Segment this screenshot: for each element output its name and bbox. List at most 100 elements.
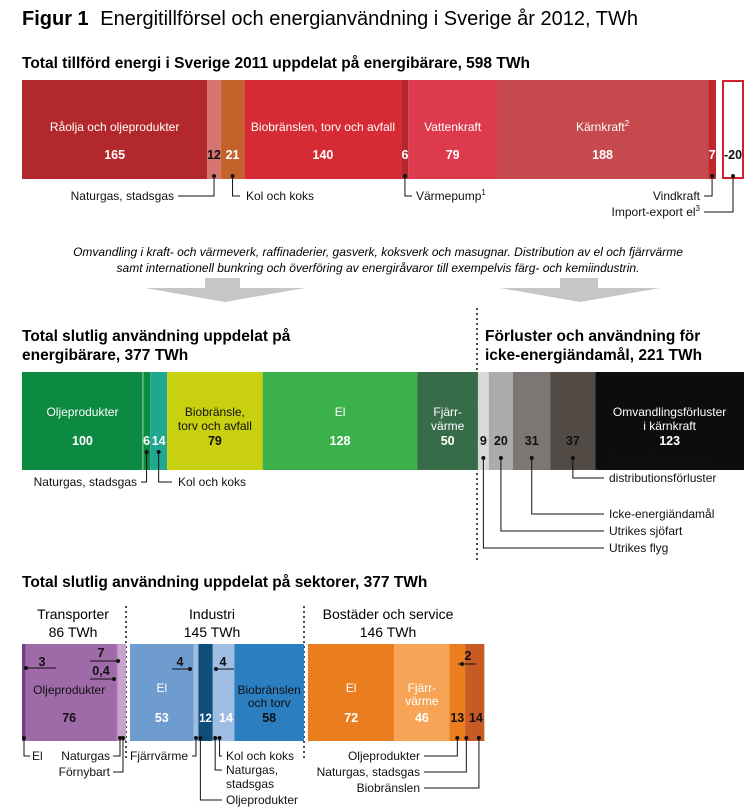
callout-label-loss-omvandlings-och-distributionsforluster: Omvandlings- och — [609, 453, 706, 467]
final-use-title-line-2: energibärare, 377 TWh — [22, 347, 188, 364]
supply-segment-label-biobranslen-torv-och-avfall: Biobränslen, torv och avfall — [251, 120, 395, 134]
callout-label-final-naturgas-stadsgas: Naturgas, stadsgas — [34, 475, 137, 489]
final-segment-naturgas-stadsgas — [142, 372, 151, 470]
supply-value-karnkraft: 188 — [592, 148, 613, 162]
sector-value-transport-fornybart: 7 — [98, 646, 105, 660]
down-arrow-right — [500, 278, 660, 302]
sector-label-industri-biobranslen: Biobränslen — [237, 683, 300, 697]
supply-value-raolja-och-oljeprodukter: 165 — [104, 148, 125, 162]
loss-value-utrikes-sjofart: 20 — [494, 434, 508, 448]
final-label-fjarr-varme: värme — [431, 419, 465, 433]
callout-line — [704, 176, 713, 197]
supply-segment-kol-och-koks — [220, 80, 245, 179]
sector-segment-transporter-fornybart — [117, 644, 126, 741]
supply-value-vindkraft: 7 — [709, 148, 716, 162]
loss-value-omvandlingsforluster-i-karnkraft: 123 — [659, 434, 680, 448]
sector-value-industri-fjarrvarme: 4 — [177, 655, 184, 669]
supply-value-biobranslen-torv-och-avfall: 140 — [313, 148, 334, 162]
supply-segment-label-raolja-och-oljeprodukter: Råolja och oljeprodukter — [50, 120, 179, 134]
callout-line — [158, 452, 172, 483]
supply-segment-raolja-och-oljeprodukter — [22, 80, 208, 179]
sector-transport-total: 86 TWh — [49, 624, 98, 640]
sector-label-industri-el: El — [156, 681, 167, 695]
callout-line — [500, 458, 604, 532]
callout-line — [141, 452, 148, 483]
sector-segment-bostader-och-service-el — [307, 644, 395, 741]
sector-value-bostader-naturgas: 2 — [465, 649, 472, 663]
sector-segment-industri-kol-och-koks — [217, 644, 235, 741]
callout-label-naturgas-stadsgas: Naturgas, stadsgas — [71, 189, 174, 203]
sector-transport-name: Transporter — [37, 606, 109, 622]
sector-segment-bostader-och-service-fjarr-varme — [394, 644, 450, 741]
supply-value-import-export-el: -20 — [724, 148, 742, 162]
final-segment-oljeprodukter — [22, 372, 143, 470]
sector-industry-total: 145 TWh — [184, 624, 241, 640]
supply-title: Total tillförd energi i Sverige 2011 upp… — [22, 55, 530, 72]
sector-segment-industri-biobranslen-och-torv — [234, 644, 304, 741]
supply-segment-import-export-el — [722, 80, 744, 179]
callout-line — [113, 738, 121, 757]
sector-label-bostader-fjarrvarme: värme — [405, 694, 439, 708]
callout-dot — [112, 677, 116, 681]
loss-segment-icke-energiandamal — [513, 372, 551, 470]
supply-value-kol-och-koks: 21 — [226, 148, 240, 162]
callout-label-industri-naturgas: stadsgas — [226, 777, 274, 791]
callout-line — [214, 738, 222, 771]
callout-label-loss-omvandlings-och-distributionsforluster: distributionsförluster — [609, 471, 716, 485]
sector-callouts: El Naturgas Förnybart Fjärrvärme Oljeprodukt… — [22, 659, 481, 807]
sector-housing-name: Bostäder och service — [323, 606, 454, 622]
callout-label-bostader-naturgas-stadsgas: Naturgas, stadsgas — [317, 765, 420, 779]
down-arrow-left — [145, 278, 305, 302]
final-label-oljeprodukter: Oljeprodukter — [46, 405, 118, 419]
loss-label-omvandlingsforluster-i-karnkraft: i kärnkraft — [643, 419, 696, 433]
callout-label-industri-naturgas: Naturgas, — [226, 763, 278, 777]
supply-bar: Råolja och oljeprodukter 165 12 21 Biobränsl… — [22, 80, 744, 179]
sector-segment-industri-fjarrvarme — [193, 644, 199, 741]
sector-segment-transporter-naturgas — [116, 644, 118, 741]
final-segment-kol-och-koks — [150, 372, 168, 470]
callout-label-bostader-biobranslen: Biobränslen — [357, 781, 420, 795]
loss-segment-utrikes-sjofart — [488, 372, 514, 470]
loss-label-omvandlingsforluster-i-karnkraft: Omvandlingsförluster — [613, 405, 726, 419]
loss-value-utrikes-flyg: 9 — [480, 434, 487, 448]
sector-value-industri-kol-och-koks: 14 — [219, 711, 233, 725]
sector-label-bostader-fjarrvarme: Fjärr- — [408, 681, 437, 695]
supply-callouts: Naturgas, stadsgas Kol och koks Värmepump1… — [71, 174, 735, 219]
sector-label-bostader-el: El — [346, 681, 357, 695]
callout-dot — [116, 659, 120, 663]
callout-label-import-export-el: Import-export el3 — [612, 204, 701, 219]
supply-segment-vattenkraft — [408, 80, 498, 179]
final-label-biobransle-torv-och-avfall: torv och avfall — [178, 419, 252, 433]
sector-segment-bostader-och-service-biobranslen — [467, 644, 485, 741]
supply-segment-karnkraft — [497, 80, 709, 179]
callout-line — [424, 738, 458, 757]
callout-line — [23, 738, 30, 757]
callout-dot — [24, 666, 28, 670]
callout-label-loss-utrikes-sjofart: Utrikes sjöfart — [609, 524, 683, 538]
callout-line — [404, 176, 412, 197]
final-value-oljeprodukter: 100 — [72, 434, 93, 448]
figure-label: Figur 1 — [22, 8, 89, 30]
loss-segment-omvandlings-och-distributionsforluster — [550, 372, 596, 470]
callout-label-loss-icke-energiandamal: Icke-energiändamål — [609, 507, 714, 521]
callout-label-transport-naturgas: Naturgas — [61, 749, 110, 763]
callout-label-kol-och-koks: Kol och koks — [246, 189, 314, 203]
supply-segment-label-karnkraft: Kärnkraft2 — [576, 119, 630, 134]
supply-value-naturgas-stadsgas: 12 — [207, 148, 221, 162]
final-label-fjarr-varme: Fjärr- — [433, 405, 462, 419]
conversion-note-line-1: Omvandling i kraft- och värmeverk, raffi… — [73, 245, 683, 259]
sector-segment-transporter-oljeprodukter — [25, 644, 117, 741]
sector-industry-name: Industri — [189, 606, 235, 622]
loss-value-icke-energiandamal: 31 — [525, 434, 539, 448]
final-label-biobransle-torv-och-avfall: Biobränsle, — [185, 405, 245, 419]
final-use-callouts: Naturgas, stadsgas Kol och koks — [34, 450, 246, 489]
callout-line — [572, 458, 604, 479]
supply-value-vattenkraft: 79 — [446, 148, 460, 162]
sector-bars: Oljeprodukter 76 3 7 0,4 El 53 4 12 4 14 Biobränsle… — [22, 644, 485, 741]
losses-title-line-2: icke-energiändamål, 221 TWh — [485, 347, 702, 364]
final-value-naturgas-stadsgas: 6 — [143, 434, 150, 448]
callout-label-varmepump: Värmepump1 — [416, 188, 486, 203]
sector-value-industri-el: 53 — [155, 711, 169, 725]
callout-dot — [188, 667, 192, 671]
